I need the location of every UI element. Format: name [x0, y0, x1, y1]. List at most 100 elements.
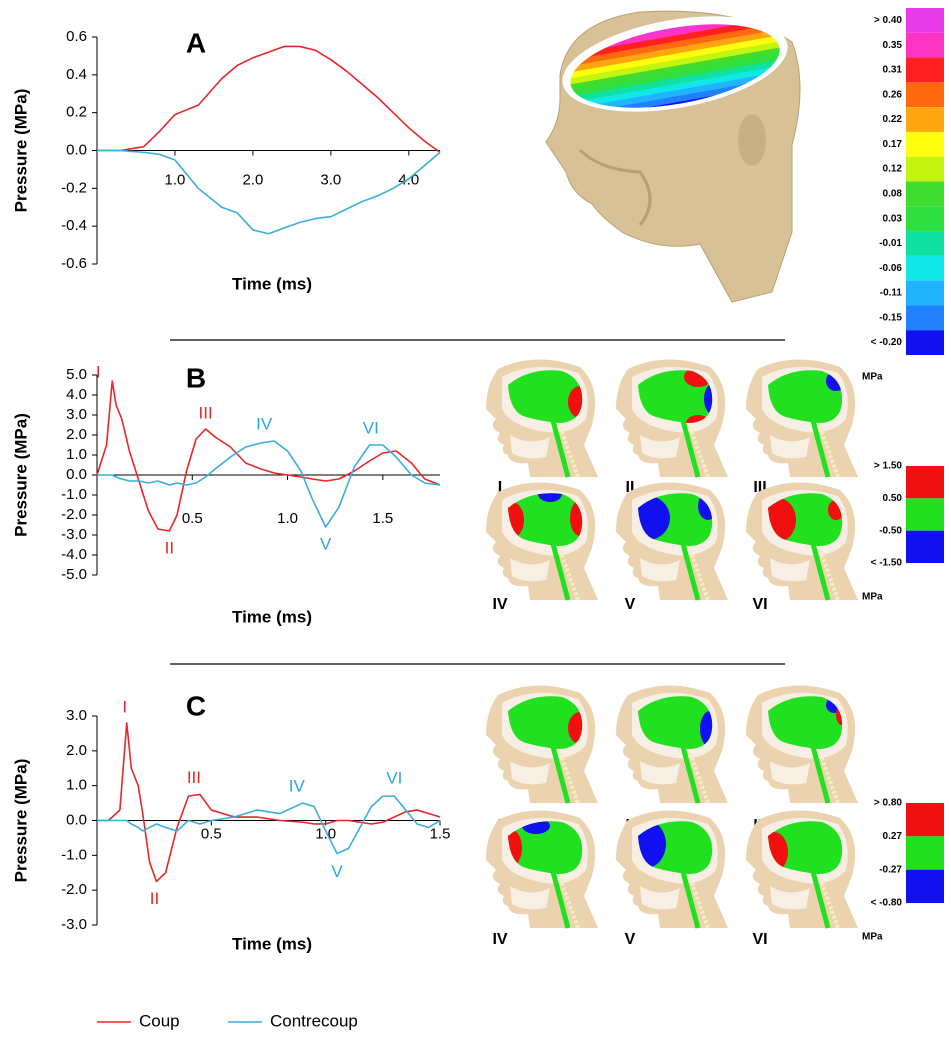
colorbar-label: 0.08 [883, 189, 903, 200]
pressure-region [700, 711, 713, 747]
x-tick-label: 1.5 [430, 825, 451, 842]
colorbar-label: 0.12 [883, 164, 903, 175]
y-tick-label: 1.0 [66, 777, 87, 794]
colorbar-swatch [906, 231, 944, 256]
colorbar-swatch [906, 869, 944, 903]
image-label: V [625, 931, 636, 948]
jaw [510, 761, 550, 785]
spinal-cord [809, 539, 831, 601]
colorbar-unit: MPa [862, 592, 883, 603]
spine [818, 426, 840, 478]
image-label: VI [752, 931, 767, 948]
head-3d [545, 10, 801, 303]
annotation: VI [386, 769, 402, 788]
pressure-region [538, 493, 562, 502]
colorbar-unit: MPa [862, 932, 883, 943]
jaw [640, 886, 680, 910]
annotation: II [150, 889, 159, 908]
colorbar-swatch [906, 255, 944, 281]
annotation: I [122, 697, 127, 716]
colorbar-label: 0.31 [883, 65, 903, 76]
pressure-region [568, 386, 583, 418]
image-label: II [626, 479, 635, 496]
spinal-cord [549, 539, 571, 601]
spine [818, 752, 840, 804]
y-tick-label: 0.0 [66, 466, 87, 483]
jaw [640, 761, 680, 785]
chart: 5.0 4.0 3.0 2.0 1.0 0.0 -1.0 -2.0 -3.0 -4.0 -5.0 0.… [11, 362, 441, 626]
colorbar-swatch [906, 498, 944, 531]
colorbar-label: < -0.20 [871, 337, 903, 348]
image-label: VI [752, 596, 767, 613]
annotation: III [187, 768, 201, 787]
x-tick-label: 1.0 [277, 510, 298, 527]
spine [558, 426, 580, 478]
spine [558, 549, 580, 601]
stripe [565, 67, 786, 117]
jaw [770, 558, 810, 582]
y-tick-label: -3.0 [61, 526, 87, 543]
stripe [564, 56, 786, 105]
y-tick-label: -1.0 [61, 846, 87, 863]
colorbar-swatch [906, 8, 944, 33]
colorbar-swatch [906, 131, 944, 157]
colorbar-swatch [906, 803, 944, 837]
stripes [564, 10, 786, 122]
annotation: VI [363, 418, 379, 437]
head-section [486, 482, 598, 601]
x-axis-title: Time (ms) [232, 934, 312, 953]
spinal-cord [679, 742, 701, 804]
y-tick-label: 0.2 [66, 104, 87, 121]
stripe [564, 62, 786, 111]
colorbar-label: 0.03 [883, 213, 903, 224]
head-section [616, 810, 728, 929]
x-tick-label: 0.5 [182, 510, 203, 527]
jaw [770, 761, 810, 785]
stripe [564, 32, 786, 81]
pressure-region [568, 712, 583, 744]
stripe [564, 14, 786, 63]
colorbar-label: > 0.40 [874, 15, 903, 26]
spine [688, 426, 710, 478]
colorbar-swatch [906, 836, 944, 870]
jaw [640, 558, 680, 582]
colorbar-label: 0.50 [883, 493, 903, 504]
colorbar-label: < -1.50 [871, 558, 903, 569]
jaw [510, 558, 550, 582]
y-axis-title: Pressure (MPa) [11, 413, 30, 537]
spinal-cord [549, 416, 571, 478]
y-tick-label: 0.0 [66, 141, 87, 158]
head-section [746, 810, 858, 929]
spine [818, 877, 840, 929]
image-label: IV [492, 931, 507, 948]
x-tick-label: 0.5 [201, 825, 222, 842]
pressure-region [508, 830, 522, 866]
annotation: III [199, 403, 213, 422]
x-axis-title: Time (ms) [232, 607, 312, 626]
brain-top [564, 10, 786, 122]
pressure-regions [568, 712, 583, 744]
panel-label: B [186, 362, 206, 393]
x-tick-label: 4.0 [398, 171, 419, 188]
colorbar-swatch [906, 280, 944, 306]
y-tick-label: -2.0 [61, 881, 87, 898]
x-tick-label: 1.0 [315, 825, 336, 842]
jaw [640, 435, 680, 459]
series-line [97, 45, 441, 154]
colorbar-swatch [906, 330, 944, 355]
colorbar-label: -0.27 [879, 864, 902, 875]
head-section [616, 685, 728, 804]
colorbar-label: -0.06 [879, 263, 902, 274]
spinal-cord [679, 867, 701, 929]
brain [508, 696, 583, 749]
colorbar-label: > 1.50 [874, 461, 903, 472]
brain [638, 696, 713, 749]
pressure-region [638, 821, 666, 868]
y-tick-label: -0.6 [61, 255, 87, 272]
colorbar-swatch [906, 181, 944, 207]
annotation: V [320, 534, 332, 553]
y-tick-label: -0.2 [61, 179, 87, 196]
y-tick-label: 3.0 [66, 406, 87, 423]
chart: 0.6 0.4 0.2 0.0 -0.2 -0.4 -0.6 1.0 2.0 3.0 4.0 A Pre… [11, 27, 441, 293]
